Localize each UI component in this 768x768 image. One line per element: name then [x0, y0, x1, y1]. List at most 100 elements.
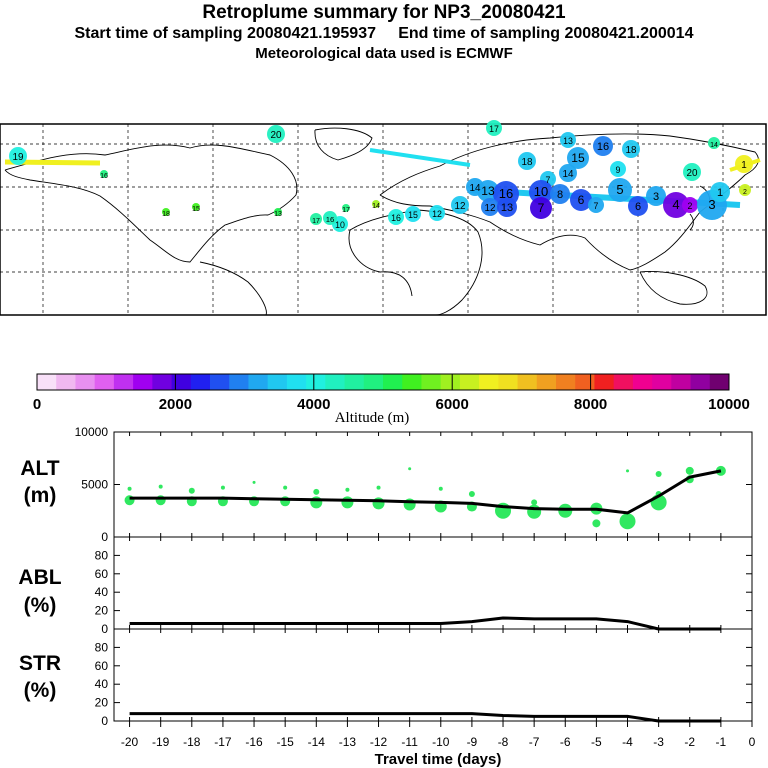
- colorbar-cell: [286, 374, 307, 390]
- colorbar-cell: [517, 374, 538, 390]
- colorbar-cell: [113, 374, 134, 390]
- plume-cluster-label: 12: [485, 203, 496, 214]
- plume-cluster-label: 10: [534, 184, 548, 199]
- colorbar-cell: [652, 374, 672, 390]
- plume-cluster-label: 13: [481, 184, 495, 198]
- plume-cluster: [192, 203, 200, 211]
- colorbar-tick-label: 8000: [574, 396, 607, 413]
- colorbar-cell: [56, 374, 76, 390]
- plume-cluster-label: 16: [326, 215, 335, 224]
- y-tick-label: 20: [95, 604, 109, 618]
- colorbar-cell: [75, 374, 96, 390]
- x-tick-label: -8: [498, 735, 509, 749]
- x-tick-label: -7: [529, 735, 540, 749]
- panel-label-unit: (%): [24, 594, 57, 617]
- plume-cluster: [682, 197, 698, 213]
- plume-cluster: [610, 161, 626, 177]
- colorbar-cell: [402, 374, 422, 390]
- plume-cluster: [9, 147, 27, 165]
- y-tick-label: 0: [101, 714, 108, 728]
- plume-cluster: [481, 198, 499, 216]
- altitude-point: [188, 487, 195, 494]
- plume-cluster: [739, 184, 751, 196]
- sampling-time-line: Start time of sampling 20080421.195937 E…: [74, 25, 694, 42]
- panel-frame: [113, 536, 753, 630]
- colorbar-cell: [152, 374, 172, 390]
- map-gridlines: [0, 124, 766, 315]
- plume-cluster-label: 3: [653, 191, 659, 203]
- altitude-point: [531, 499, 538, 506]
- colorbar-cell: [37, 374, 57, 390]
- plume-cluster: [405, 206, 421, 222]
- str-series-line: [129, 712, 721, 723]
- y-tick-label: 60: [95, 567, 109, 581]
- panel-label: ALT: [20, 457, 59, 480]
- str-panel: 0 20 40 60 80 STR (%): [19, 628, 753, 728]
- plume-cluster: [274, 208, 282, 216]
- colorbar-cell: [690, 374, 711, 390]
- colorbar-cell: [440, 374, 461, 390]
- altitude-point: [252, 480, 256, 484]
- plume-cluster-label: 1: [741, 160, 747, 171]
- colorbar-cell: [536, 374, 557, 390]
- x-tick-label: -18: [183, 735, 201, 749]
- altitude-point: [655, 471, 662, 477]
- y-tick-label: 0: [101, 530, 108, 544]
- plume-cluster: [559, 164, 577, 182]
- plume-cluster-label: 7: [594, 201, 599, 211]
- x-tick-label: -12: [370, 735, 388, 749]
- plume-cluster: [310, 213, 322, 225]
- colorbar-cell: [671, 374, 691, 390]
- x-tick-label: -4: [622, 735, 633, 749]
- colorbar-cell: [556, 374, 576, 390]
- y-tick-label: 40: [95, 585, 109, 599]
- x-tick-label: -16: [245, 735, 263, 749]
- plume-cluster-label: 6: [635, 201, 641, 213]
- panel-label-unit: (%): [24, 679, 57, 702]
- plume-cluster: [451, 196, 469, 214]
- altitude-point: [558, 503, 573, 518]
- plume-cluster: [608, 178, 632, 202]
- plume-cluster-label: 7: [538, 201, 545, 215]
- altitude-point: [685, 466, 694, 475]
- plume-cluster: [663, 192, 689, 218]
- plume-cluster: [100, 170, 108, 178]
- plume-cluster-label: 6: [578, 193, 585, 207]
- panel-label: STR: [19, 652, 61, 675]
- colorbar-cell: [498, 374, 518, 390]
- plume-cluster-label: 2: [688, 201, 693, 211]
- colorbar-cell: [306, 374, 326, 390]
- colorbar-title: Altitude (m): [335, 410, 410, 426]
- altitude-point: [468, 490, 475, 497]
- colorbar-cell: [383, 374, 403, 390]
- plume-cluster-label: 1: [717, 187, 723, 199]
- colorbar-cell: [344, 374, 365, 390]
- panel-frame: [113, 431, 753, 538]
- colorbar-cell: [229, 374, 249, 390]
- altitude-point: [376, 485, 381, 490]
- colorbar-cell: [210, 374, 230, 390]
- plume-cluster-label: 3: [708, 197, 715, 212]
- colorbar-tick-label: 10000: [708, 396, 750, 413]
- colorbar-cell: [363, 374, 384, 390]
- plume-cluster-label: 10: [335, 220, 345, 230]
- panel-frame: [113, 628, 753, 722]
- plume-clusters: [9, 120, 753, 232]
- plume-cluster-label: 14: [710, 142, 718, 149]
- colorbar-cell: [459, 374, 480, 390]
- x-tick-label: 0: [749, 735, 756, 749]
- plume-cluster-label: 17: [489, 124, 499, 134]
- plume-cluster: [735, 155, 753, 173]
- colorbar-cell: [267, 374, 288, 390]
- colorbar-cell: [248, 374, 269, 390]
- x-tick-label: -10: [432, 735, 450, 749]
- x-axis: -20 -19 -18 -17 -16 -15 -14 -13 -12 -11 -10 -9 -8 -7-…: [121, 721, 756, 768]
- altitude-point: [345, 487, 350, 492]
- colorbar-cell: [190, 374, 211, 390]
- plume-cluster-label: 20: [271, 130, 282, 141]
- colorbar-cell: [575, 374, 595, 390]
- plume-cluster-label: 16: [100, 173, 108, 180]
- plume-cluster-label: 18: [162, 211, 170, 218]
